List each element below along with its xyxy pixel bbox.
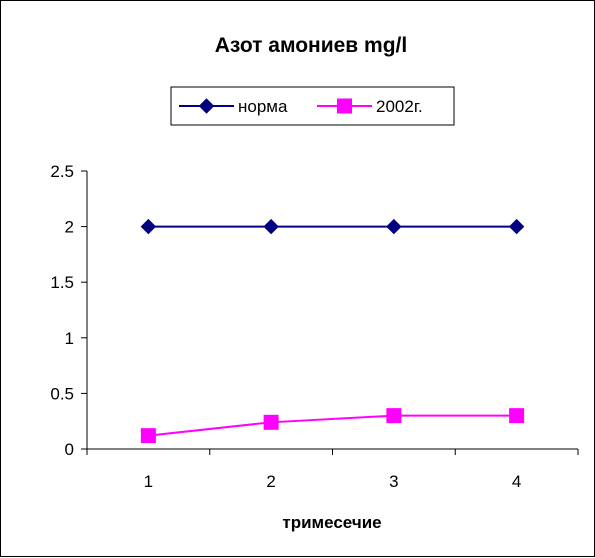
plot-area: 0 0.5 1 1.5 2 2.5 1 2 3 4: [50, 162, 579, 491]
x-tick-label: 4: [512, 472, 521, 491]
y-tick-label: 1.5: [50, 273, 74, 292]
series-1: [140, 218, 525, 235]
x-tick-label: 1: [144, 472, 153, 491]
data-point: [386, 408, 402, 424]
data-point: [509, 408, 525, 424]
data-point: [263, 414, 279, 430]
data-point: [508, 218, 525, 235]
data-point: [140, 428, 156, 444]
y-ticks: 0 0.5 1 1.5 2 2.5: [50, 162, 87, 459]
legend-label: 2002г.: [376, 97, 423, 116]
x-tick-label: 3: [389, 472, 398, 491]
legend-marker: [198, 98, 215, 114]
y-tick-label: 0: [65, 440, 74, 459]
x-ticks: 1 2 3 4: [86, 449, 579, 491]
y-tick-label: 1: [65, 329, 74, 348]
series-layer: [140, 218, 525, 444]
legend-item: норма: [179, 97, 288, 116]
legend-marker: [337, 98, 352, 114]
y-tick-label: 0.5: [50, 384, 74, 403]
x-axis-title: тримесечие: [282, 513, 381, 532]
legend: норма 2002г.: [170, 86, 455, 126]
y-tick-label: 2.5: [50, 162, 74, 181]
data-point: [263, 218, 279, 235]
y-tick-label: 2: [65, 218, 74, 237]
legend-item: 2002г.: [317, 97, 423, 116]
chart-title: Азот амониев mg/l: [215, 34, 407, 57]
legend-label: норма: [238, 97, 288, 116]
series-2: [140, 408, 525, 444]
series-line: [148, 414, 517, 437]
data-point: [140, 218, 157, 235]
x-tick-label: 2: [266, 472, 275, 491]
data-point: [386, 218, 402, 235]
